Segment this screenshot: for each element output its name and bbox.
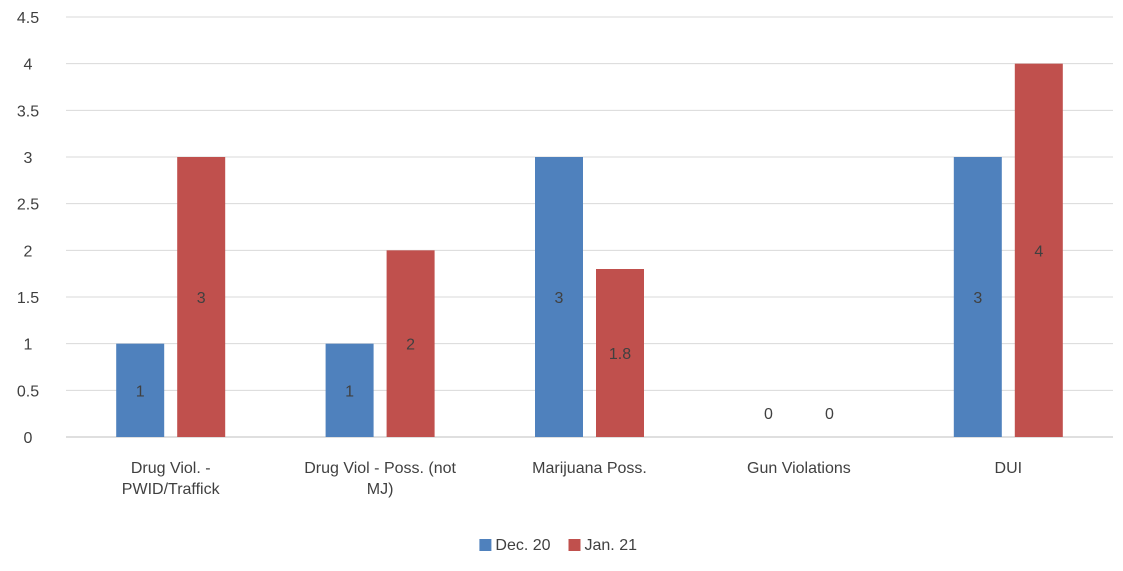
gridlines xyxy=(66,16,1113,438)
legend: Dec. 20 Jan. 21 xyxy=(479,537,637,554)
y-tick-label: 4.5 xyxy=(17,10,39,27)
y-axis-ticks: 0 0.5 1 1.5 2 2.5 3 3.5 4 4.5 xyxy=(17,10,39,447)
y-tick-label: 3 xyxy=(24,150,33,167)
bar xyxy=(953,157,1002,437)
x-category-label: Marijuana Poss. xyxy=(532,460,647,477)
y-tick-label: 3.5 xyxy=(17,103,39,120)
y-tick-label: 0 xyxy=(24,430,33,447)
bar xyxy=(1014,63,1063,438)
data-label: 3 xyxy=(555,290,564,307)
x-category-label: Drug Viol - Poss. (not MJ) xyxy=(304,460,456,498)
y-tick-label: 4 xyxy=(24,57,33,74)
legend-swatch xyxy=(479,539,492,551)
y-tick-label: 1.5 xyxy=(17,290,39,307)
x-category-label: DUI xyxy=(995,460,1023,477)
data-label: 0 xyxy=(825,406,834,423)
bars xyxy=(116,63,1063,438)
data-label: 3 xyxy=(973,290,982,307)
legend-item: Jan. 21 xyxy=(568,537,638,554)
bar xyxy=(386,250,435,437)
x-category-label: Drug Viol. -PWID/Traffick xyxy=(122,460,221,498)
x-axis-categories: Drug Viol. -PWID/Traffick Drug Viol - Pos… xyxy=(122,460,1022,498)
legend-label: Dec. 20 xyxy=(495,537,550,554)
data-label: 1 xyxy=(136,383,145,400)
bar xyxy=(325,343,374,437)
legend-item: Dec. 20 xyxy=(479,537,551,554)
bar xyxy=(177,157,226,437)
data-label: 0 xyxy=(764,406,773,423)
legend-label: Jan. 21 xyxy=(585,537,638,554)
x-category-label: Gun Violations xyxy=(747,460,851,477)
legend-swatch xyxy=(568,539,581,551)
data-label: 4 xyxy=(1034,243,1043,260)
y-tick-label: 0.5 xyxy=(17,383,39,400)
bar xyxy=(596,269,644,437)
y-tick-label: 2.5 xyxy=(17,197,39,214)
data-label: 1.8 xyxy=(609,346,631,363)
y-tick-label: 1 xyxy=(24,337,33,354)
data-label: 3 xyxy=(197,290,206,307)
bar xyxy=(535,157,583,437)
y-tick-label: 2 xyxy=(24,243,33,260)
data-label: 1 xyxy=(345,383,354,400)
data-labels: 1 3 1 2 3 1.8 0 0 3 4 xyxy=(136,243,1044,423)
data-label: 2 xyxy=(406,337,415,354)
bar xyxy=(116,343,165,437)
